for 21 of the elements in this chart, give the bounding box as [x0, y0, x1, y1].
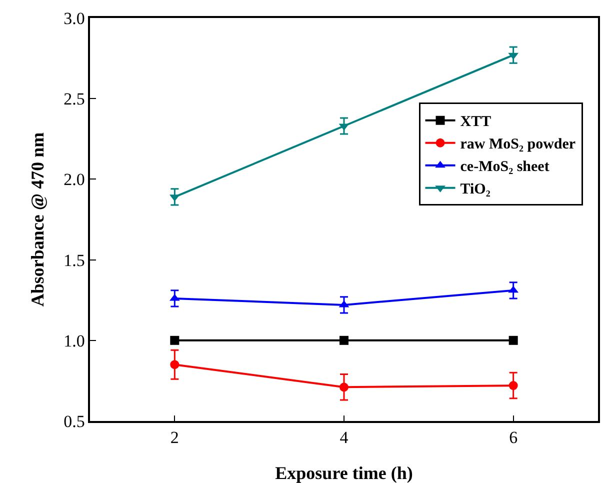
point	[170, 360, 180, 370]
y-tick-label: 0.5	[64, 412, 85, 431]
x-tick-label: 6	[509, 428, 518, 448]
legend-label: raw MoS₂ powder	[460, 136, 576, 153]
point	[340, 382, 348, 392]
y-tick-label: 1.5	[64, 250, 85, 270]
x-tick-label: 2	[170, 428, 179, 448]
y-tick-label: 2.5	[64, 90, 85, 109]
y-axis-title: Absorbance @ 470 nm	[28, 132, 48, 307]
legend-label: XTT	[460, 114, 492, 130]
y-tick-label: 1.0	[64, 331, 85, 350]
point	[170, 336, 180, 345]
y-tick-label: 2.0	[64, 170, 85, 190]
legend-label: ce-MoS₂ sheet	[460, 159, 550, 176]
x-axis-title: Exposure time (h)	[275, 463, 413, 483]
point	[508, 381, 518, 390]
y-tick-label: 3.0	[64, 8, 85, 28]
x-tick-label: 4	[340, 428, 349, 448]
point	[508, 336, 518, 345]
point	[340, 336, 348, 345]
legend-label: TiO₂	[460, 182, 491, 198]
